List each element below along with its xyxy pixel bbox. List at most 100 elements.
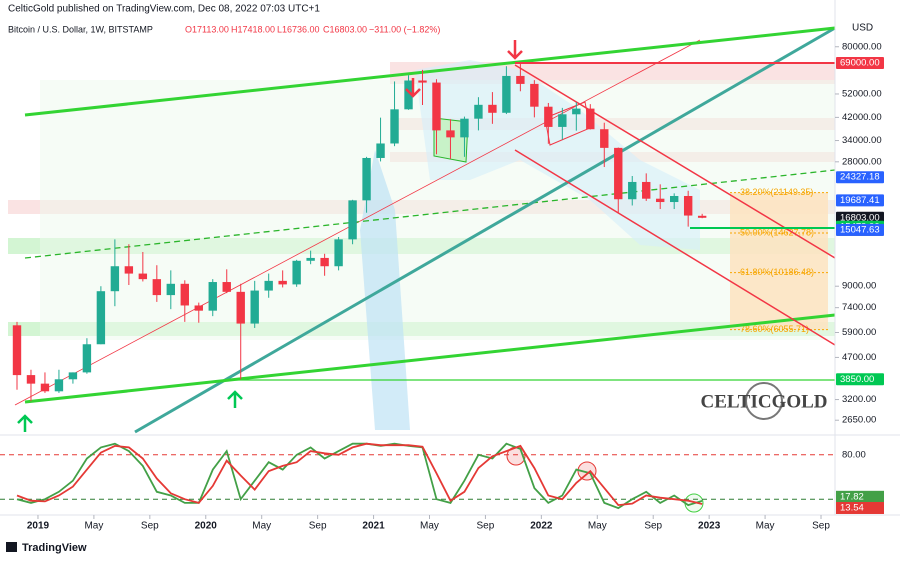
x-tick-label: Sep	[477, 521, 495, 532]
candle-body	[418, 80, 427, 83]
candle-body	[250, 290, 259, 324]
candle-body	[516, 75, 525, 84]
arrows	[17, 40, 523, 432]
candle-body	[530, 83, 539, 107]
y-tick-label: 34000.00	[842, 135, 882, 146]
candle-body	[697, 215, 707, 218]
y-tick-label: 28000.00	[842, 156, 882, 167]
candle-body	[334, 239, 343, 267]
candle-body	[110, 266, 120, 292]
ohlc-label: H17418.00	[231, 24, 275, 34]
flag	[433, 117, 469, 163]
value-label-bg	[836, 501, 884, 514]
x-tick-label: Sep	[141, 521, 159, 532]
trend-line	[134, 26, 836, 434]
value-label: 17.82	[840, 491, 864, 502]
candle-body	[488, 104, 497, 113]
candle-body	[404, 80, 413, 110]
candle-body	[376, 143, 385, 158]
down-arrow	[405, 78, 421, 98]
candle-body	[166, 283, 175, 296]
candle-body	[236, 291, 245, 324]
price-label-bg	[836, 373, 884, 386]
up-arrow	[17, 414, 33, 432]
ohlc-label: L16736.00	[277, 24, 320, 34]
x-tick-label: Sep	[309, 521, 327, 532]
publisher: CelticGold published on TradingView.com,…	[8, 4, 320, 15]
candle-body	[12, 325, 22, 376]
footer: TradingView	[22, 542, 87, 554]
price-label: 16803.00	[840, 212, 880, 223]
price-label-bg	[836, 56, 884, 69]
value-label-bg	[836, 490, 884, 503]
candle-body	[180, 283, 189, 306]
up-arrow	[227, 390, 243, 408]
value-label: 13.54	[840, 502, 864, 513]
y-tick-label: 80.00	[842, 449, 866, 460]
candle-body	[670, 195, 679, 203]
candle-body	[558, 114, 567, 127]
candle-body	[194, 305, 203, 311]
candle-body	[656, 198, 665, 203]
stoch-line	[16, 442, 703, 507]
x-tick-label: Sep	[644, 521, 662, 532]
candle-body	[138, 273, 148, 280]
price-label-bg	[836, 171, 884, 184]
x-tick-label: 2023	[698, 521, 721, 532]
candle-body	[348, 200, 357, 240]
down-arrow	[507, 40, 523, 60]
x-tick-label: May	[420, 521, 439, 532]
fib-label: 78.60%(6055.71)	[740, 324, 809, 334]
logo: CELTICGOLD	[700, 382, 828, 420]
candle-body	[642, 181, 651, 199]
axis-unit: USD	[852, 23, 873, 34]
candle-body	[292, 260, 301, 285]
candle-body	[362, 157, 371, 201]
symbol: Bitcoin / U.S. Dollar, 1W, BITSTAMP	[8, 24, 153, 34]
y-tick-label: 5900.00	[842, 327, 876, 338]
candle-body	[264, 280, 273, 291]
trend-line	[24, 169, 836, 259]
candle-body	[82, 344, 92, 373]
ohlc-label: C16803.00	[323, 24, 367, 34]
candle-body	[683, 195, 693, 216]
candle-body	[306, 257, 315, 261]
x-tick-label: May	[252, 521, 271, 532]
x-tick-label: May	[588, 521, 607, 532]
candle-body	[390, 109, 399, 144]
candle-body	[446, 130, 455, 138]
price-label: 15047.63	[840, 224, 880, 235]
price-label-bg	[836, 194, 884, 207]
ohlc-label: −311.00 (−1.82%)	[369, 24, 440, 34]
fib-label: 61.80%(10186.48)	[740, 267, 814, 277]
x-tick-label: May	[84, 521, 103, 532]
y-tick-label: 42000.00	[842, 112, 882, 123]
y-tick-label: 52000.00	[842, 88, 882, 99]
candle-body	[320, 257, 329, 267]
x-tick-label: 2020	[195, 521, 218, 532]
y-tick-label: 9000.00	[842, 281, 876, 292]
candle-body	[96, 291, 106, 345]
candle-body	[26, 375, 36, 384]
candle-body	[460, 118, 469, 138]
trend-lines	[14, 26, 836, 434]
price-label: 19687.41	[840, 195, 880, 206]
price-label-bg	[836, 223, 884, 236]
candle-body	[68, 372, 78, 380]
candle-body	[586, 108, 595, 130]
logo-knot	[745, 382, 783, 420]
candle-body	[124, 266, 134, 274]
trend-line	[24, 313, 836, 404]
volatility-band	[415, 60, 700, 250]
y-tick-label: 2650.00	[842, 415, 876, 426]
candle-body	[628, 181, 637, 200]
logo-text: CELTICGOLD	[700, 391, 827, 412]
candle-body	[614, 147, 623, 200]
y-tick-label: 4700.00	[842, 352, 876, 363]
candle-body	[544, 106, 553, 127]
footer-logo	[6, 542, 17, 552]
candle-body	[432, 82, 441, 131]
candle-body	[222, 282, 231, 292]
x-tick-label: 2021	[362, 521, 385, 532]
